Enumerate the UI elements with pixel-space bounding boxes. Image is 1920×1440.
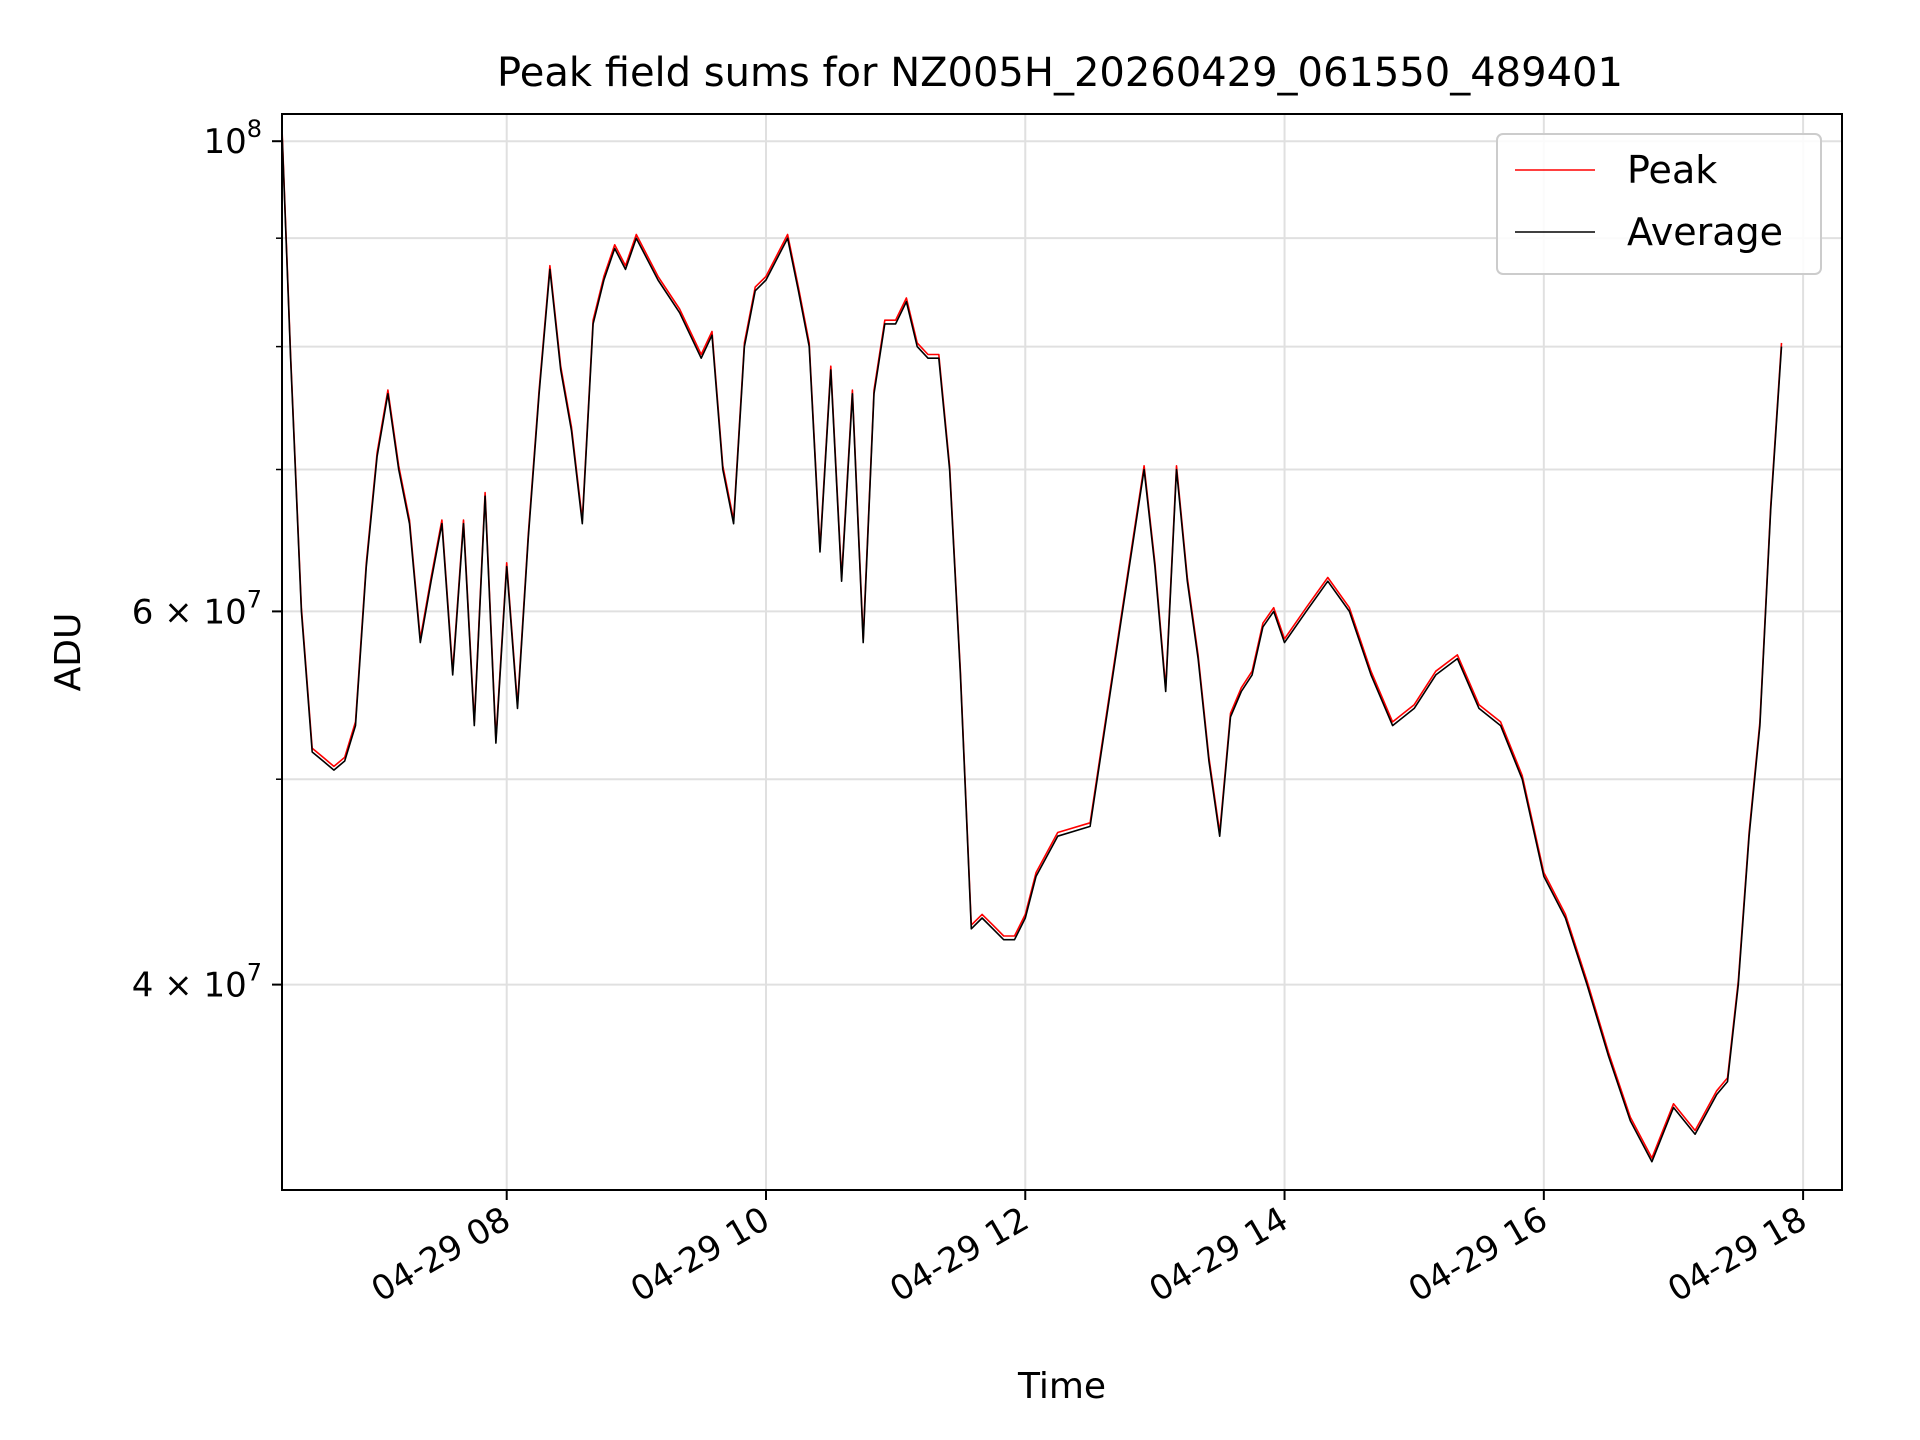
legend: Peak Average	[1497, 134, 1821, 274]
chart-title: Peak field sums for NZ005H_20260429_0615…	[497, 50, 1623, 96]
y-tick-label-exponent: 7	[247, 959, 262, 987]
y-tick-label-base: 10	[203, 122, 246, 162]
y-tick-label-exponent: 7	[247, 585, 262, 613]
y-tick-label-base: 4 × 10	[132, 966, 247, 1006]
y-tick-label: 4 × 107	[132, 959, 262, 1006]
x-axis-label: Time	[1017, 1366, 1106, 1407]
y-tick-label: 6 × 107	[132, 585, 262, 632]
y-tick-label-base: 6 × 10	[132, 592, 247, 632]
legend-label-peak: Peak	[1627, 148, 1717, 192]
y-tick-label-exponent: 8	[247, 115, 262, 143]
legend-label-average: Average	[1627, 210, 1783, 254]
y-axis-label: ADU	[48, 613, 89, 692]
